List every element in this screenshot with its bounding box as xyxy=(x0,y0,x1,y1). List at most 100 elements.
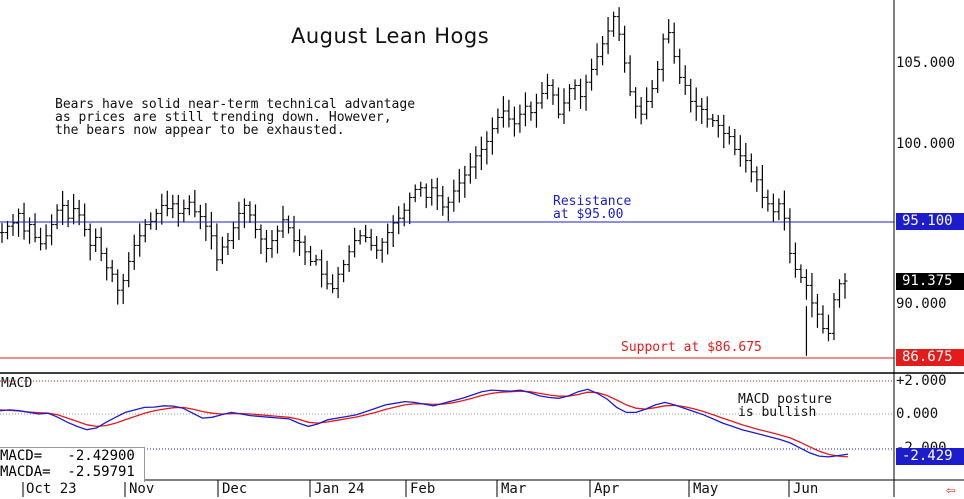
price-bar xyxy=(170,194,176,219)
price-bar xyxy=(230,221,236,250)
price-bar xyxy=(87,223,93,261)
price-bar xyxy=(269,230,275,258)
price-bar xyxy=(396,206,402,235)
price-bar xyxy=(10,214,16,236)
resistance-label-1: Resistance xyxy=(553,194,632,209)
price-bar xyxy=(186,195,192,216)
price-bar xyxy=(54,204,60,230)
price-bar xyxy=(451,179,457,212)
price-bar xyxy=(390,215,396,248)
price-bar xyxy=(550,79,556,105)
price-bar xyxy=(594,43,600,76)
macd-tick-zero: 0.000 xyxy=(896,406,939,422)
resistance-label-2: at $95.00 xyxy=(553,207,624,222)
price-bar xyxy=(368,228,374,251)
price-bar xyxy=(374,236,380,259)
price-bar xyxy=(313,254,319,266)
price-bars xyxy=(0,7,848,356)
macd-line xyxy=(0,388,849,458)
price-bar xyxy=(330,274,336,294)
price-bar xyxy=(440,185,446,216)
price-bar xyxy=(137,223,143,257)
price-bar xyxy=(164,190,170,217)
price-bar xyxy=(732,129,738,156)
price-bar xyxy=(308,245,314,266)
price-bar xyxy=(412,184,418,203)
price-bar xyxy=(517,104,523,133)
price-bar xyxy=(528,101,534,121)
price-bar xyxy=(688,78,694,113)
price-bar xyxy=(511,106,517,137)
price-bar xyxy=(352,227,358,258)
price-bar xyxy=(721,114,727,149)
commentary-line-3: the bears now appear to be exhausted. xyxy=(55,123,345,138)
price-bar xyxy=(258,224,264,255)
price-bar xyxy=(467,153,473,184)
price-bar xyxy=(544,73,550,100)
price-bar xyxy=(153,208,159,231)
price-bar xyxy=(792,242,798,278)
price-bar xyxy=(247,201,253,224)
price-bar xyxy=(434,177,440,210)
price-bar xyxy=(533,93,539,128)
price-bar xyxy=(489,117,495,155)
price-tick-100: 100.000 xyxy=(896,136,956,152)
price-bar xyxy=(418,181,424,197)
price-bar xyxy=(737,135,743,167)
macd-readout: MACD= -2.42900 MACDA= -2.59791 xyxy=(0,447,145,482)
price-bar xyxy=(495,108,501,134)
price-bar xyxy=(710,114,716,127)
price-bar xyxy=(429,178,435,206)
resistance-price-tag: 95.100 xyxy=(896,213,964,230)
price-bar xyxy=(175,194,181,227)
macd-value: MACD= -2.42900 xyxy=(0,448,135,464)
price-bar xyxy=(71,193,77,225)
price-bar xyxy=(473,146,479,179)
price-bar xyxy=(781,190,787,231)
price-bar xyxy=(726,126,732,145)
price-bar xyxy=(500,96,506,128)
price-bar xyxy=(98,227,104,262)
price-bar xyxy=(825,314,831,342)
price-bar xyxy=(60,190,66,226)
price-bar xyxy=(660,33,666,82)
last-price-tag: 91.375 xyxy=(896,273,964,290)
price-bar xyxy=(319,249,325,288)
scroll-left-arrow-icon[interactable]: ⇦ xyxy=(946,480,956,499)
price-bar xyxy=(274,225,280,254)
price-bar xyxy=(633,87,639,119)
price-bar xyxy=(181,199,187,223)
price-bar xyxy=(120,273,126,305)
macd-note-2: is bullish xyxy=(738,405,817,420)
price-bar xyxy=(236,201,242,241)
price-bar xyxy=(787,208,793,264)
price-bar xyxy=(655,61,661,93)
price-bar xyxy=(131,234,137,270)
price-bar xyxy=(644,87,650,120)
price-bar xyxy=(423,183,429,209)
price-bar xyxy=(506,99,512,128)
price-bar xyxy=(567,84,573,112)
commentary-line-2: as prices are still trending down. Howev… xyxy=(55,110,392,125)
price-bar xyxy=(407,192,413,225)
price-bar xyxy=(148,212,154,230)
price-bar xyxy=(208,211,214,250)
price-bar xyxy=(759,165,765,209)
month-label-jun: Jun xyxy=(793,481,819,497)
price-bar xyxy=(715,115,721,138)
price-bar xyxy=(611,11,617,37)
price-bar xyxy=(798,264,804,283)
month-ticks xyxy=(22,480,790,497)
price-bar xyxy=(76,199,82,226)
price-bar xyxy=(765,189,771,212)
price-bar xyxy=(836,279,842,308)
price-bar xyxy=(32,213,38,243)
support-label: Support at $86.675 xyxy=(621,340,762,355)
price-bar xyxy=(379,238,385,263)
commentary-line-1: Bears have solid near-term technical adv… xyxy=(55,97,416,112)
month-label-nov: Nov xyxy=(129,481,155,497)
price-bar xyxy=(627,55,633,97)
price-bar xyxy=(754,166,760,192)
month-label-feb: Feb xyxy=(410,481,436,497)
price-bar xyxy=(809,272,815,318)
